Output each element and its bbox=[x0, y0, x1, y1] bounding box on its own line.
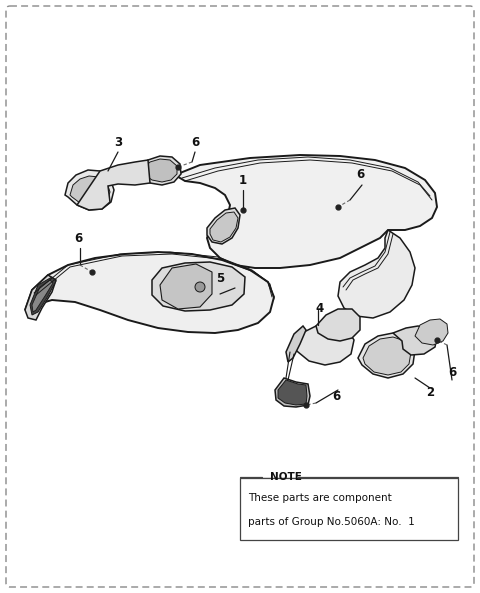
Polygon shape bbox=[30, 277, 56, 315]
Bar bbox=[240, 478, 458, 540]
FancyBboxPatch shape bbox=[6, 6, 474, 587]
Text: parts of Group No.5060A: No.  1: parts of Group No.5060A: No. 1 bbox=[248, 517, 415, 527]
Polygon shape bbox=[77, 160, 150, 210]
Polygon shape bbox=[363, 337, 411, 375]
Text: 6: 6 bbox=[74, 231, 82, 244]
Polygon shape bbox=[144, 159, 177, 182]
Polygon shape bbox=[70, 176, 110, 207]
Polygon shape bbox=[278, 380, 307, 405]
Polygon shape bbox=[175, 155, 437, 268]
Text: NOTE: NOTE bbox=[270, 472, 302, 482]
Polygon shape bbox=[32, 280, 53, 312]
Polygon shape bbox=[140, 156, 181, 185]
Text: 3: 3 bbox=[114, 136, 122, 149]
Polygon shape bbox=[316, 309, 360, 341]
Polygon shape bbox=[338, 230, 415, 318]
Polygon shape bbox=[358, 333, 415, 378]
Polygon shape bbox=[415, 319, 448, 345]
Text: 5: 5 bbox=[216, 272, 224, 285]
Polygon shape bbox=[25, 252, 274, 333]
Polygon shape bbox=[290, 324, 354, 365]
Polygon shape bbox=[207, 208, 240, 244]
Text: 6: 6 bbox=[356, 167, 364, 180]
Text: 4: 4 bbox=[316, 301, 324, 314]
Text: 2: 2 bbox=[426, 387, 434, 400]
Text: 6: 6 bbox=[448, 365, 456, 378]
Polygon shape bbox=[275, 378, 310, 407]
Polygon shape bbox=[65, 170, 114, 210]
Text: These parts are component: These parts are component bbox=[248, 493, 392, 503]
Polygon shape bbox=[152, 262, 245, 311]
Circle shape bbox=[195, 282, 205, 292]
Text: 6: 6 bbox=[332, 390, 340, 403]
Polygon shape bbox=[286, 326, 306, 362]
Text: 6: 6 bbox=[191, 136, 199, 149]
Text: 1: 1 bbox=[239, 174, 247, 187]
Polygon shape bbox=[210, 212, 238, 242]
Polygon shape bbox=[25, 275, 56, 320]
Polygon shape bbox=[160, 264, 212, 309]
Polygon shape bbox=[393, 326, 437, 355]
